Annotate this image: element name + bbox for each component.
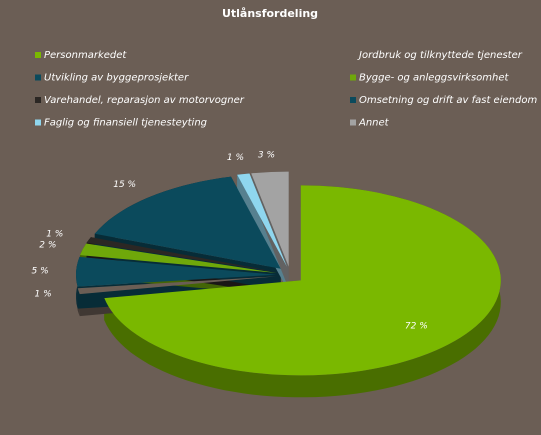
slice [94, 176, 281, 269]
legend-label: Annet [358, 118, 390, 129]
data-label: 2 % [39, 241, 56, 251]
slice [251, 171, 289, 267]
data-label: 15 % [113, 180, 136, 190]
chart-title: Utlånsfordeling [222, 7, 318, 20]
legend-label: Varehandel, reparasjon av motorvogner [44, 95, 245, 106]
data-label: 3 % [258, 151, 275, 161]
data-label: 72 % [405, 321, 428, 331]
legend-label: Faglig og finansiell tjenesteyting [44, 118, 207, 129]
legend-swatch [350, 52, 356, 58]
legend-swatch [35, 52, 41, 58]
data-label: 5 % [32, 267, 49, 277]
legend-swatch [350, 119, 356, 126]
data-label: 1 % [35, 289, 52, 299]
legend-label: Omsetning og drift av fast eiendom [359, 95, 537, 106]
slice [79, 243, 277, 273]
slice [104, 185, 501, 376]
slice [237, 173, 287, 267]
legend-swatch [35, 74, 41, 81]
data-label: 1 % [227, 153, 244, 163]
legend-swatch [350, 97, 356, 103]
legend-label: Jordbruk og tilknyttede tjenester [357, 50, 523, 61]
legend-swatch [350, 74, 356, 81]
slice [76, 256, 277, 287]
legend-label: Bygge- og anleggsvirksomhet [359, 73, 510, 84]
slice [77, 276, 277, 295]
legend-label: Personmarkedet [44, 50, 127, 61]
legend-label: Utvikling av byggeprosjekter [44, 73, 189, 84]
legend-swatch [35, 97, 41, 103]
slice [86, 237, 277, 273]
legend-swatch [35, 119, 41, 126]
data-label: 1 % [46, 230, 63, 240]
